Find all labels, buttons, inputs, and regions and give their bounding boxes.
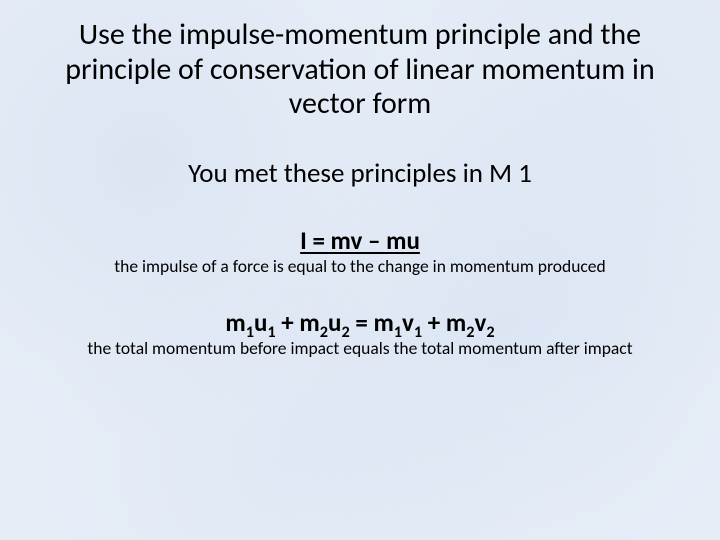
equation-2-caption: the total momentum before impact equals … <box>28 338 692 359</box>
eq2-op: + <box>276 307 300 338</box>
slide-subtitle: You met these principles in M 1 <box>28 158 692 190</box>
eq2-term: m <box>299 307 319 338</box>
eq2-term: m <box>373 307 393 338</box>
eq2-op: + <box>422 307 446 338</box>
equation-2: m1u1 + m2u2 = m1v1 + m2v2 <box>28 307 692 338</box>
eq2-op: = <box>350 307 374 338</box>
equation-1: I = mv – mu <box>28 226 692 256</box>
eq2-term: m <box>225 307 245 338</box>
eq2-term: v <box>402 307 414 338</box>
eq2-term: m <box>446 307 466 338</box>
eq2-term: u <box>328 307 341 338</box>
equation-1-caption: the impulse of a force is equal to the c… <box>28 256 692 277</box>
eq2-term: v <box>475 307 487 338</box>
slide-title: Use the impulse-momentum principle and t… <box>28 18 692 122</box>
eq2-term: u <box>254 307 267 338</box>
